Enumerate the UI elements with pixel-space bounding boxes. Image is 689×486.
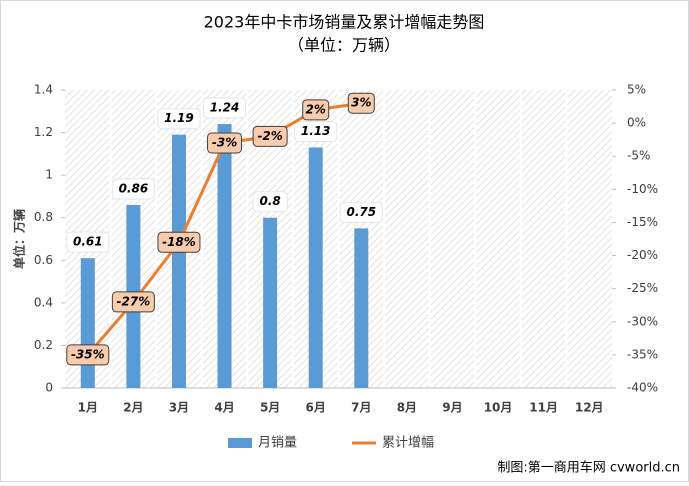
bar-value-label-box: [66, 231, 110, 253]
y2-tick-label: -30%: [627, 314, 658, 328]
line-value-label-box: [157, 231, 201, 253]
line-value-label-box: [207, 132, 243, 154]
line-value-label: -2%: [257, 129, 282, 143]
line-value-label-box: [302, 99, 330, 121]
line-value-label: 3%: [351, 96, 371, 110]
x-tick-label: 12月: [575, 401, 604, 415]
y-tick-label: 0.4: [34, 295, 53, 309]
line-value-label: -3%: [212, 135, 237, 149]
x-tick-label: 2月: [123, 401, 143, 415]
line-value-label-box: [252, 125, 288, 147]
y-axis-label: 单位：万辆: [12, 209, 27, 269]
x-tick-label: 9月: [442, 401, 462, 415]
bar-value-label: 1.19: [164, 111, 194, 125]
y2-tick-label: -5%: [627, 149, 650, 163]
bar-value-label: 0.8: [259, 194, 280, 208]
x-tick-label: 10月: [484, 401, 513, 415]
bar-value-label-box: [294, 120, 338, 142]
x-tick-label: 4月: [214, 401, 234, 415]
bar: [217, 124, 232, 389]
bar: [263, 217, 278, 388]
x-tick-label: 11月: [529, 401, 558, 415]
y-tick-label: 0.6: [34, 253, 53, 267]
x-tick-label: 8月: [397, 401, 417, 415]
y2-tick-label: -35%: [627, 347, 658, 361]
bar-value-label: 0.61: [73, 235, 103, 249]
bar-value-label-box: [252, 191, 288, 213]
bar: [171, 134, 186, 388]
bar-value-label-box: [157, 108, 201, 130]
bar-value-label: 0.75: [346, 205, 376, 219]
bar-value-label: 1.13: [301, 124, 331, 138]
x-tick-label: 7月: [351, 401, 371, 415]
x-tick-label: 3月: [169, 401, 189, 415]
x-tick-label: 6月: [306, 401, 326, 415]
line-value-label-box: [111, 291, 155, 313]
y2-tick-label: -10%: [627, 182, 658, 196]
line-value-label: -35%: [71, 347, 105, 361]
bar-value-label-box: [339, 201, 383, 223]
bar-value-label-box: [111, 178, 155, 200]
bar-value-label: 1.24: [210, 101, 240, 115]
y-tick-label: 0: [45, 381, 53, 395]
source-note: 制图:第一商用车网 cvworld.cn: [497, 460, 680, 476]
y2-tick-label: -40%: [627, 381, 658, 395]
y-tick-label: 1.4: [34, 83, 53, 97]
legend-label: 累计增幅: [382, 436, 434, 451]
bar: [308, 147, 323, 388]
line-value-label: 2%: [306, 102, 326, 116]
chart-title: 2023年中卡市场销量及累计增幅走势图: [204, 13, 485, 32]
legend-label: 月销量: [258, 436, 297, 451]
y-tick-label: 0.8: [34, 210, 53, 224]
bar: [354, 228, 369, 388]
y-tick-label: 0.2: [34, 338, 53, 352]
line-value-label-box: [66, 344, 110, 366]
x-tick-label: 1月: [78, 401, 98, 415]
chart-subtitle: （单位：万辆）: [288, 36, 400, 55]
line-value-label: -18%: [162, 235, 196, 249]
y2-tick-label: -25%: [627, 281, 658, 295]
y2-tick-label: 5%: [627, 83, 646, 97]
y2-tick-label: -20%: [627, 248, 658, 262]
y2-tick-label: 0%: [627, 116, 646, 130]
y-tick-label: 1.2: [34, 125, 53, 139]
y2-tick-label: -15%: [627, 215, 658, 229]
line-value-label: -27%: [117, 294, 151, 308]
bar: [80, 258, 95, 388]
bar-value-label-box: [203, 97, 247, 119]
line-value-label-box: [347, 92, 375, 114]
legend-swatch: [228, 438, 252, 448]
y-tick-label: 1: [45, 168, 53, 182]
bar-value-label: 0.86: [119, 181, 149, 195]
x-tick-label: 5月: [260, 401, 280, 415]
